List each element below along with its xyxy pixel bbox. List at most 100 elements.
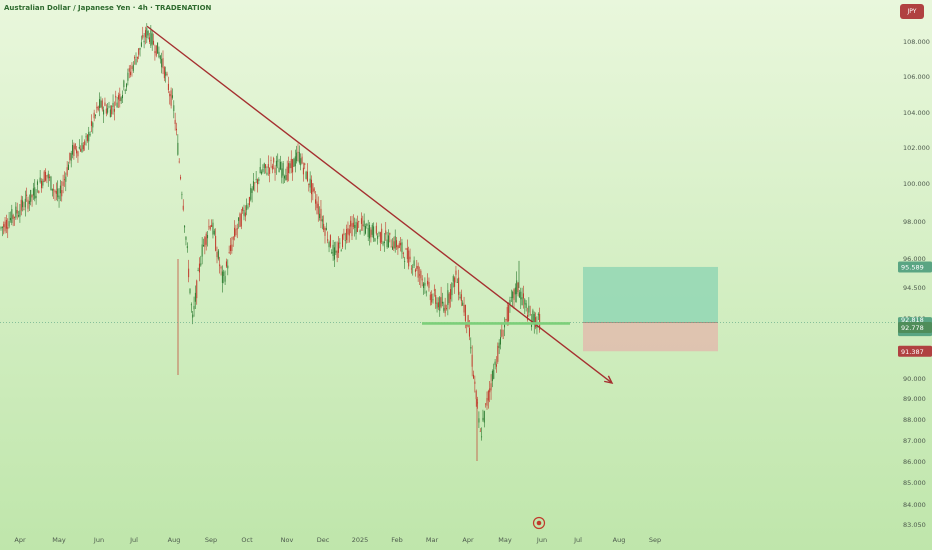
- time-tick-label: Mar: [426, 536, 439, 544]
- candle-body: [15, 206, 17, 218]
- candle-body: [231, 244, 233, 252]
- candle-body: [77, 151, 79, 157]
- price-tick-label: 84.000: [903, 501, 926, 509]
- candle-body: [42, 180, 44, 186]
- candle-body: [92, 122, 94, 128]
- candle-body: [467, 315, 469, 327]
- candle-body: [171, 95, 173, 98]
- time-axis[interactable]: Apr May Jun Jul Aug Sep Oct Nov Dec 2025 Feb Mar Apr…: [14, 536, 661, 544]
- symbol-title: Australian Dollar / Japanese Yen · 4h · …: [4, 4, 212, 12]
- candle-body: [512, 291, 514, 299]
- candle-body: [394, 236, 396, 249]
- candle-body: [513, 289, 515, 300]
- candle-body: [248, 197, 250, 206]
- candle-body: [539, 314, 541, 330]
- candle-body: [120, 97, 122, 102]
- candle-body: [463, 305, 465, 313]
- currency-button[interactable]: JPY: [900, 4, 924, 19]
- candle-body: [243, 209, 245, 216]
- candle-body: [537, 313, 539, 316]
- candle-body: [213, 230, 215, 235]
- price-tick-label: 96.000: [903, 255, 926, 263]
- candle-body: [190, 304, 192, 306]
- candle-body: [340, 250, 342, 252]
- target-zone[interactable]: [583, 266, 718, 323]
- price-tick-label: 85.000: [903, 479, 926, 487]
- candle-body: [354, 224, 356, 229]
- candle-body: [501, 329, 503, 337]
- candle-body: [405, 248, 407, 250]
- candle-body: [359, 230, 361, 233]
- candle-body: [150, 30, 152, 46]
- candle-body: [417, 265, 419, 278]
- candle-body: [130, 71, 132, 76]
- candle-body: [294, 156, 296, 167]
- candle-body: [339, 242, 341, 244]
- candle-body: [396, 240, 398, 248]
- candle-body: [443, 307, 445, 311]
- candle-body: [329, 235, 331, 247]
- candle-body: [273, 158, 275, 163]
- candle-body: [379, 232, 381, 243]
- price-tick-label: 90.000: [903, 375, 926, 383]
- time-tick-label: May: [498, 536, 512, 544]
- candle-body: [498, 342, 500, 349]
- candle-body: [532, 310, 534, 323]
- position-zones[interactable]: [583, 266, 718, 352]
- candle-body: [447, 290, 449, 306]
- candle-body: [518, 292, 520, 298]
- time-tick-label: Aug: [613, 536, 626, 544]
- event-marker-icon[interactable]: [532, 516, 546, 530]
- candle-body: [378, 232, 380, 234]
- candle-body: [131, 66, 133, 69]
- current-price-text: 92.818: [901, 316, 924, 324]
- candle-body: [520, 291, 522, 300]
- candle-body: [452, 276, 454, 282]
- candle-body: [390, 246, 392, 248]
- candle-body: [522, 293, 524, 299]
- candle-body: [31, 194, 33, 198]
- candle-body: [308, 183, 310, 186]
- candle-body: [301, 156, 303, 164]
- candle-body: [80, 148, 82, 152]
- candle-body: [18, 215, 20, 217]
- stop-price-text: 91.387: [901, 348, 924, 356]
- candle-body: [300, 158, 302, 166]
- candle-body: [170, 90, 172, 106]
- candle-body: [261, 171, 263, 174]
- candle-body: [205, 233, 207, 245]
- candle-body: [128, 68, 130, 72]
- candle-body: [161, 58, 163, 68]
- candle-body: [506, 307, 508, 322]
- candle-body: [406, 248, 408, 260]
- candle-body: [223, 271, 225, 276]
- candle-body: [207, 235, 209, 239]
- candle-body: [93, 112, 95, 119]
- candle-body: [336, 250, 338, 258]
- candle-body: [122, 94, 123, 99]
- candle-body: [220, 266, 222, 269]
- candle-body: [135, 59, 137, 65]
- candle-body: [342, 234, 344, 248]
- price-tick-label: 100.000: [903, 180, 930, 188]
- price-tick-label: 108.000: [903, 38, 930, 46]
- candle-body: [320, 208, 322, 222]
- candle-body: [201, 244, 203, 257]
- drawing-lines[interactable]: [0, 25, 896, 384]
- candle-body: [59, 185, 61, 194]
- candle-body: [209, 226, 211, 229]
- candle-body: [505, 319, 507, 320]
- candle-body: [356, 222, 358, 232]
- candle-body: [228, 252, 230, 253]
- candle-body: [163, 67, 165, 79]
- candle-body: [385, 230, 387, 235]
- stop-zone[interactable]: [583, 322, 718, 352]
- candle-body: [358, 221, 360, 223]
- candle-body: [297, 151, 299, 153]
- candle-body: [298, 152, 300, 163]
- candle-body: [158, 51, 160, 58]
- price-axis[interactable]: 108.000 106.000 104.000 102.000 100.000 98.00…: [903, 38, 930, 529]
- target-price-badge: [898, 261, 932, 273]
- candle-body: [238, 217, 240, 221]
